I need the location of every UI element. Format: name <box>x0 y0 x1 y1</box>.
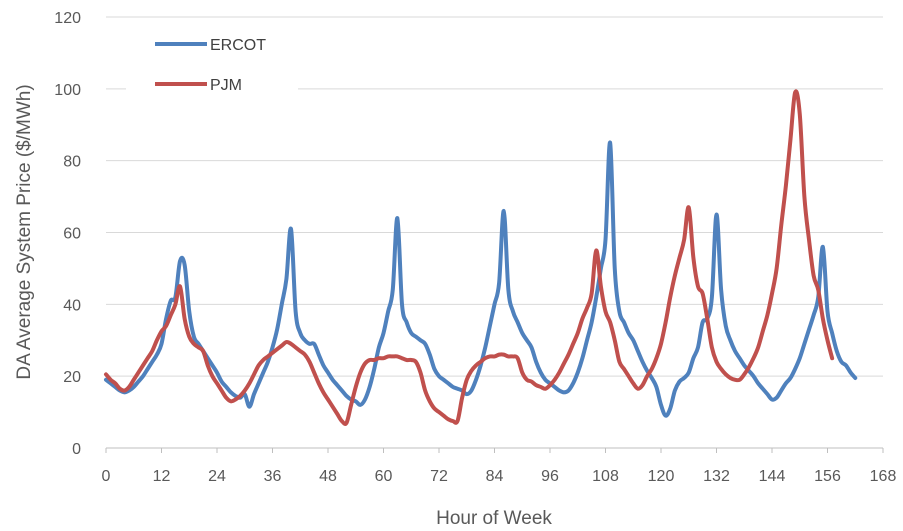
y-axis-title: DA Average System Price ($/MWh) <box>14 84 35 379</box>
x-tick-label: 36 <box>264 468 282 485</box>
x-tick-label: 108 <box>592 468 619 485</box>
x-tick-label: 48 <box>319 468 337 485</box>
y-tick-label: 60 <box>63 226 81 243</box>
y-tick-label: 100 <box>54 82 81 99</box>
y-tick-label: 20 <box>63 369 81 386</box>
legend-background <box>126 24 298 102</box>
y-tick-label: 0 <box>72 441 81 458</box>
x-tick-label: 144 <box>759 468 786 485</box>
series-line-pjm <box>104 89 835 426</box>
x-tick-label: 0 <box>102 468 111 485</box>
series-lines <box>104 89 858 426</box>
legend: ERCOT PJM <box>126 24 298 102</box>
x-tick-label: 60 <box>375 468 393 485</box>
x-tick-label: 156 <box>814 468 841 485</box>
y-tick-labels: 0 20 40 60 80 100 120 <box>54 10 81 458</box>
x-tick-label: 120 <box>648 468 675 485</box>
y-tick-label: 80 <box>63 154 81 171</box>
legend-label-ercot: ERCOT <box>210 37 266 54</box>
x-axis-title: Hour of Week <box>436 508 552 529</box>
x-tick-label: 96 <box>541 468 559 485</box>
axes <box>105 447 884 453</box>
legend-label-pjm: PJM <box>210 77 242 94</box>
x-tick-label: 72 <box>430 468 448 485</box>
x-tick-label: 168 <box>870 468 897 485</box>
x-tick-label: 24 <box>208 468 226 485</box>
x-tick-labels: 0 12 24 36 48 60 72 84 96 108 120 132 144 156 168 <box>102 468 897 485</box>
x-tick-label: 12 <box>153 468 171 485</box>
y-tick-label: 120 <box>54 10 81 27</box>
x-tick-label: 84 <box>486 468 504 485</box>
x-tick-label: 132 <box>703 468 730 485</box>
y-tick-label: 40 <box>63 297 81 314</box>
